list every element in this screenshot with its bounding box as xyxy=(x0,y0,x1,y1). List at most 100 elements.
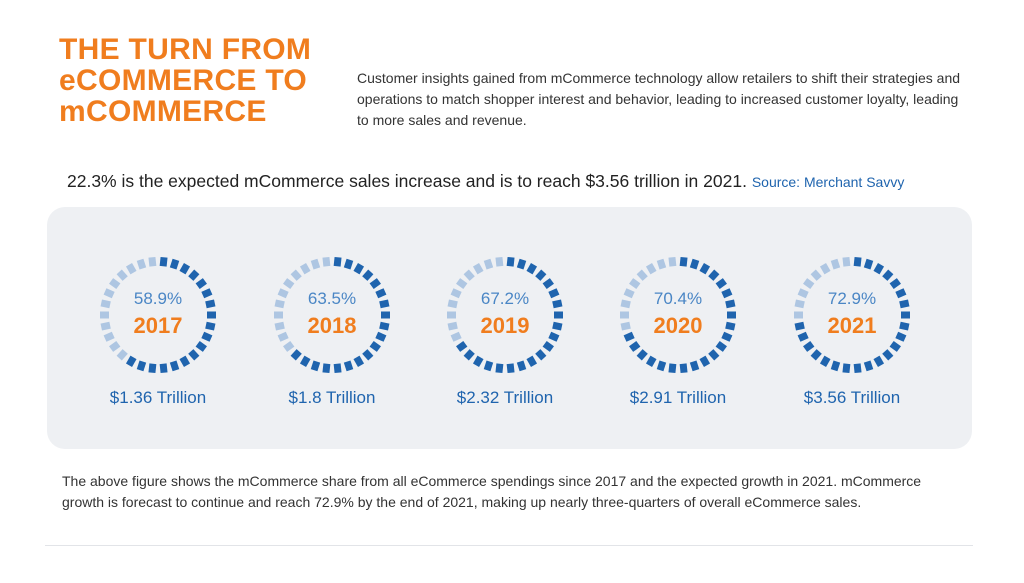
headline-stat: 22.3% is the expected mCommerce sales in… xyxy=(67,170,997,193)
ring-segment-empty xyxy=(100,299,111,309)
ring-segment-empty xyxy=(447,321,458,331)
amount-label: $1.8 Trillion xyxy=(288,388,376,407)
source-link[interactable]: Source: Merchant Savvy xyxy=(751,174,905,190)
ring-segment-filled xyxy=(159,363,168,374)
ring-segment-filled xyxy=(554,311,563,319)
ring-segment-filled xyxy=(689,360,700,372)
ring-segment-filled xyxy=(205,299,216,309)
ring-segment-empty xyxy=(842,256,851,267)
ring-segment-filled xyxy=(506,363,515,374)
ring-segment-filled xyxy=(727,311,736,319)
ring-segment-filled xyxy=(895,288,907,299)
ring-segment-filled xyxy=(715,278,727,290)
ring-segment-empty xyxy=(830,258,841,270)
ring-segment-filled xyxy=(819,355,831,367)
ring-segment-filled xyxy=(699,355,711,367)
ring-segment-empty xyxy=(277,331,289,342)
ring-segment-filled xyxy=(381,311,390,319)
ring-segment-filled xyxy=(715,340,727,352)
ring-segment-empty xyxy=(794,311,803,319)
ring-segment-empty xyxy=(148,256,157,267)
intro-paragraph: Customer insights gained from mCommerce … xyxy=(357,70,961,128)
ring-segment-filled xyxy=(656,360,667,372)
ring-segment-empty xyxy=(450,288,462,299)
ring-segment-filled xyxy=(623,331,635,342)
ring-segment-filled xyxy=(195,340,207,352)
ring-segment-filled xyxy=(794,321,805,331)
ring-segment-empty xyxy=(116,349,128,361)
ring-segment-filled xyxy=(863,360,874,372)
ring-segment-empty xyxy=(283,340,295,352)
ring-segment-filled xyxy=(797,331,809,342)
ring-segment-empty xyxy=(450,331,462,342)
ring-segment-filled xyxy=(379,321,390,331)
ring-segment-filled xyxy=(882,349,894,361)
ring-segment-empty xyxy=(803,278,815,290)
ring-segment-empty xyxy=(100,321,111,331)
ring-segment-filled xyxy=(322,363,331,374)
ring-segment-filled xyxy=(169,258,180,270)
ring-segment-empty xyxy=(819,263,831,275)
ring-segment-filled xyxy=(899,321,910,331)
ring-gauge xyxy=(274,256,390,374)
ring-segment-empty xyxy=(472,263,484,275)
ring-segment-filled xyxy=(810,349,822,361)
ring-segment-filled xyxy=(548,288,560,299)
ring-segment-filled xyxy=(899,299,910,309)
ring-segment-empty xyxy=(274,321,285,331)
ring-segment-empty xyxy=(283,278,295,290)
ring-segment-empty xyxy=(629,278,641,290)
ring-segment-filled xyxy=(853,363,862,374)
ring-segment-filled xyxy=(895,331,907,342)
ring-segment-filled xyxy=(375,331,387,342)
ring-segment-empty xyxy=(656,258,667,270)
ring-segment-filled xyxy=(708,349,720,361)
ring-segment-empty xyxy=(483,258,494,270)
divider xyxy=(45,545,973,546)
year-label: 2017 xyxy=(133,313,183,338)
gauge-item-2019: 67.2% 2019 $2.32 Trillion xyxy=(425,207,585,449)
ring-segment-filled xyxy=(333,363,342,374)
ring-gauge xyxy=(794,256,910,374)
ring-segment-filled xyxy=(310,360,321,372)
ring-segment-empty xyxy=(100,311,109,319)
ring-segment-filled xyxy=(290,349,302,361)
ring-segment-filled xyxy=(842,363,851,374)
ring-segment-filled xyxy=(188,349,200,361)
ring-segment-empty xyxy=(447,311,456,319)
ring-segment-filled xyxy=(333,256,342,267)
share-label: 63.5% xyxy=(307,289,357,308)
ring-segment-filled xyxy=(495,363,504,374)
ring-segment-empty xyxy=(456,278,468,290)
ring-segment-empty xyxy=(136,258,147,270)
ring-segment-empty xyxy=(109,340,121,352)
ring-segment-filled xyxy=(353,263,365,275)
chart-panel: 58.9% 2017 $1.36 Trillion 63.5% 2018 $1.8 Tri… xyxy=(47,207,972,449)
ring-segment-filled xyxy=(629,340,641,352)
ring-segment-filled xyxy=(125,355,137,367)
ring-segment-empty xyxy=(623,288,635,299)
gauge-item-2020: 70.4% 2020 $2.91 Trillion xyxy=(598,207,758,449)
ring-segment-empty xyxy=(274,299,285,309)
ring-segment-empty xyxy=(495,256,504,267)
ring-gauge xyxy=(447,256,563,374)
footer-paragraph: The above figure shows the mCommerce sha… xyxy=(62,473,922,510)
amount-label: $3.56 Trillion xyxy=(803,388,901,407)
ring-segment-empty xyxy=(116,269,128,281)
ring-segment-filled xyxy=(353,355,365,367)
ring-segment-empty xyxy=(109,278,121,290)
ring-segment-filled xyxy=(362,349,374,361)
ring-segment-filled xyxy=(179,355,191,367)
ring-segment-filled xyxy=(343,258,354,270)
ring-segment-filled xyxy=(721,331,733,342)
ring-segment-filled xyxy=(889,340,901,352)
headline-text: 22.3% is the expected mCommerce sales in… xyxy=(67,171,747,191)
ring-segment-filled xyxy=(362,269,374,281)
ring-segment-filled xyxy=(159,256,168,267)
ring-segment-filled xyxy=(552,321,563,331)
amount-label: $2.32 Trillion xyxy=(456,388,554,407)
ring-segment-filled xyxy=(636,349,648,361)
ring-segment-empty xyxy=(794,299,805,309)
ring-segment-filled xyxy=(552,299,563,309)
ring-segment-filled xyxy=(148,363,157,374)
